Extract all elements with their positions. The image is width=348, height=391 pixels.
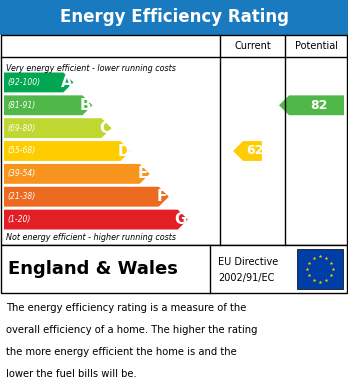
Polygon shape <box>4 210 188 230</box>
Polygon shape <box>4 164 150 184</box>
Text: Energy Efficiency Rating: Energy Efficiency Rating <box>60 9 288 27</box>
Polygon shape <box>279 95 344 115</box>
Polygon shape <box>4 118 111 138</box>
Text: E: E <box>137 166 148 181</box>
Text: C: C <box>99 121 110 136</box>
Bar <box>297 249 343 289</box>
Text: (81-91): (81-91) <box>7 101 35 110</box>
Text: A: A <box>61 75 72 90</box>
Polygon shape <box>4 95 93 115</box>
Text: (69-80): (69-80) <box>7 124 35 133</box>
Bar <box>1 245 347 293</box>
Text: overall efficiency of a home. The higher the rating: overall efficiency of a home. The higher… <box>6 325 258 335</box>
Text: (92-100): (92-100) <box>7 78 40 87</box>
Text: The energy efficiency rating is a measure of the: The energy efficiency rating is a measur… <box>6 303 246 313</box>
Text: (1-20): (1-20) <box>7 215 30 224</box>
Polygon shape <box>4 187 169 206</box>
Polygon shape <box>233 141 262 161</box>
Text: 82: 82 <box>310 99 327 112</box>
Text: D: D <box>117 143 130 158</box>
Text: EU Directive: EU Directive <box>218 257 278 267</box>
Text: (39-54): (39-54) <box>7 169 35 178</box>
Text: B: B <box>80 98 91 113</box>
Text: England & Wales: England & Wales <box>8 260 178 278</box>
Bar <box>1 35 347 245</box>
Text: Not energy efficient - higher running costs: Not energy efficient - higher running co… <box>6 233 176 242</box>
Text: Current: Current <box>234 41 271 51</box>
Text: (55-68): (55-68) <box>7 147 35 156</box>
Text: the more energy efficient the home is and the: the more energy efficient the home is an… <box>6 347 237 357</box>
Text: Potential: Potential <box>295 41 338 51</box>
Text: (21-38): (21-38) <box>7 192 35 201</box>
Bar <box>0 0 348 35</box>
Text: G: G <box>175 212 187 227</box>
Polygon shape <box>4 141 130 161</box>
Polygon shape <box>4 72 73 92</box>
Text: Very energy efficient - lower running costs: Very energy efficient - lower running co… <box>6 65 176 74</box>
Text: F: F <box>157 189 167 204</box>
Text: lower the fuel bills will be.: lower the fuel bills will be. <box>6 369 137 378</box>
Text: 2002/91/EC: 2002/91/EC <box>218 273 274 283</box>
Text: 62: 62 <box>246 145 263 158</box>
